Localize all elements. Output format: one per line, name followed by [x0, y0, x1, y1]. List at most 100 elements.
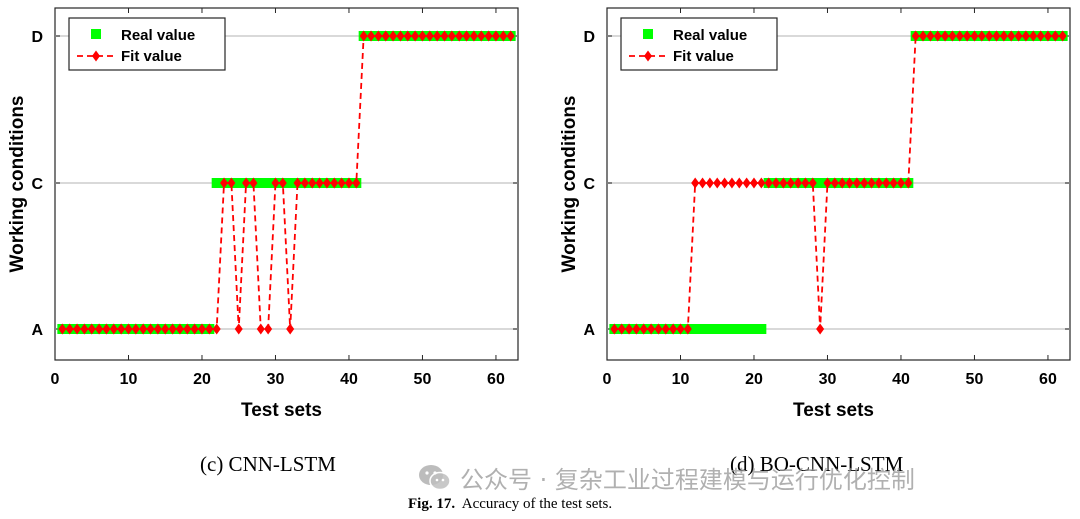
fit-value-point: [227, 177, 236, 189]
fit-value-point: [926, 30, 935, 42]
wechat-icon: [419, 464, 451, 490]
fit-value-point: [256, 323, 265, 335]
fit-value-point: [102, 323, 111, 335]
fit-value-point: [242, 177, 251, 189]
fit-value-point: [359, 30, 368, 42]
chart-bo-cnn-lstm: 0 10 20 30 40 50 60 A C D Test sets Working conditi…: [559, 7, 1071, 421]
fit-value-point: [705, 177, 714, 189]
fit-value-point: [720, 177, 729, 189]
fit-value-point: [381, 30, 390, 42]
fit-value-point: [1014, 30, 1023, 42]
fit-value-point: [698, 177, 707, 189]
x-tick-label: 60: [487, 371, 505, 388]
fit-value-point: [801, 177, 810, 189]
fit-value-point: [904, 177, 913, 189]
y-tick-label: C: [31, 176, 43, 193]
real-value-point: [756, 324, 767, 334]
fit-value-point: [772, 177, 781, 189]
fit-value-point: [433, 30, 442, 42]
figure-label: Fig. 17.: [408, 496, 456, 512]
x-tick-label: 0: [603, 371, 612, 388]
fit-value-point: [425, 30, 434, 42]
y-tick-label: C: [583, 176, 595, 193]
fit-value-point: [462, 30, 471, 42]
fit-value-point: [691, 177, 700, 189]
real-value-point: [748, 324, 759, 334]
fit-value-point: [271, 177, 280, 189]
fit-value-point: [794, 177, 803, 189]
real-value-point: [726, 324, 737, 334]
fit-value-point: [315, 177, 324, 189]
fit-value-point: [374, 30, 383, 42]
fit-value-point: [985, 30, 994, 42]
real-value-point: [697, 324, 708, 334]
fit-value-point: [625, 323, 634, 335]
fit-value-point: [896, 177, 905, 189]
x-tick-label: 30: [267, 371, 285, 388]
real-value-point: [285, 178, 296, 188]
subfigure-caption-d: (d) BO-CNN-LSTM: [730, 452, 904, 476]
fit-value-point: [683, 323, 692, 335]
legend-real-label: Real value: [121, 27, 195, 44]
x-axis-label: Test sets: [241, 400, 322, 421]
fit-value-point: [131, 323, 140, 335]
fit-value-point: [499, 30, 508, 42]
fit-value-point: [1007, 30, 1016, 42]
fit-value-point: [389, 30, 398, 42]
watermark: 公众号 · 复杂工业过程建模与运行优化控制: [418, 460, 915, 495]
fit-value-point: [73, 323, 82, 335]
x-tick-label: 20: [193, 371, 211, 388]
x-axis-label: Test sets: [793, 400, 874, 421]
fit-value-point: [447, 30, 456, 42]
fit-value-point: [455, 30, 464, 42]
fit-value-point: [867, 177, 876, 189]
x-tick-label: 40: [340, 371, 358, 388]
fit-value-point: [852, 177, 861, 189]
fit-value-point: [183, 323, 192, 335]
x-tick-label: 50: [414, 371, 432, 388]
real-value-point: [233, 178, 244, 188]
legend-real-marker: [91, 29, 101, 39]
fit-value-point: [948, 30, 957, 42]
fit-value-point: [344, 177, 353, 189]
fit-value-point: [823, 177, 832, 189]
fit-value-point: [808, 177, 817, 189]
fit-value-point: [278, 177, 287, 189]
fit-value-point: [308, 177, 317, 189]
fit-value-point: [999, 30, 1008, 42]
legend-fit-marker: [644, 50, 652, 62]
fit-value-point: [735, 177, 744, 189]
fit-value-point: [1051, 30, 1060, 42]
fit-value-point: [838, 177, 847, 189]
fit-value-point: [845, 177, 854, 189]
fit-value-point: [58, 323, 67, 335]
x-tick-label: 40: [892, 371, 910, 388]
fit-value-point: [1036, 30, 1045, 42]
fit-value-point: [293, 177, 302, 189]
legend-box: [68, 17, 226, 71]
fit-value-point: [632, 323, 641, 335]
fit-value-point: [396, 30, 405, 42]
legend-real-label: Real value: [673, 27, 747, 44]
fit-value-point: [352, 177, 361, 189]
y-axis-label: Working conditions: [559, 96, 580, 273]
fit-value-point: [418, 30, 427, 42]
fit-value-point: [300, 177, 309, 189]
real-value-point: [719, 324, 730, 334]
real-value-point: [734, 324, 745, 334]
legend-fit-marker: [92, 50, 100, 62]
fit-value-point: [727, 177, 736, 189]
fit-value-point: [249, 177, 258, 189]
fit-value-point: [941, 30, 950, 42]
fit-value-point: [1043, 30, 1052, 42]
real-value-point: [712, 324, 723, 334]
fit-value-point: [963, 30, 972, 42]
chart-cnn-lstm: 0 10 20 30 40 50 60 A C D Test sets Working conditi…: [7, 7, 519, 421]
fit-value-point: [970, 30, 979, 42]
fit-value-point: [87, 323, 96, 335]
fit-value-point: [197, 323, 206, 335]
fit-value-point: [874, 177, 883, 189]
fit-value-point: [322, 177, 331, 189]
fit-value-point: [889, 177, 898, 189]
fit-value-point: [286, 323, 295, 335]
